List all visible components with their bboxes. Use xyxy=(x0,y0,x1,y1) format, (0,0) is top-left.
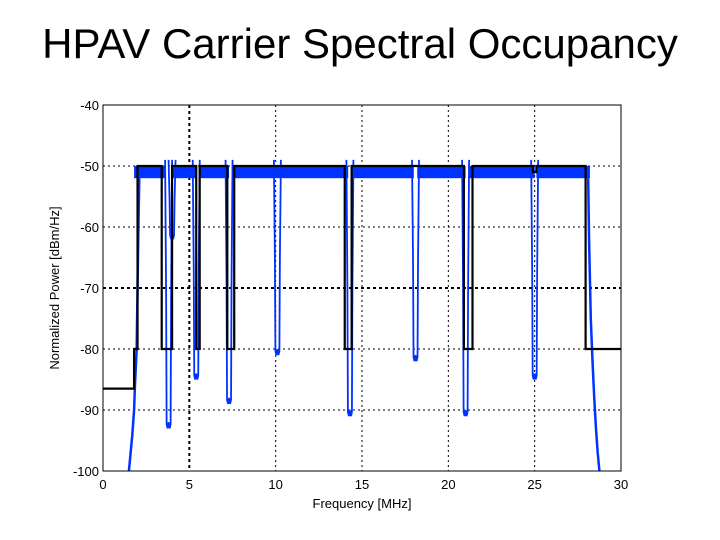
x-tick-label-6: 30 xyxy=(614,477,628,492)
x-tick-label-1: 5 xyxy=(186,477,193,492)
spectrum-band-4 xyxy=(351,166,414,179)
x-tick-label-3: 15 xyxy=(355,477,369,492)
y-tick-label-5: -90 xyxy=(80,403,99,418)
mask-layer xyxy=(103,164,621,390)
x-axis-label: Frequency [MHz] xyxy=(313,496,412,511)
spectrum-notch-2 xyxy=(191,159,201,380)
spectrum-band-2 xyxy=(199,166,230,179)
y-tick-label-4: -80 xyxy=(80,342,99,357)
spectrum-notch-0 xyxy=(164,159,174,429)
y-tick-label-1: -50 xyxy=(80,159,99,174)
y-axis-label: Normalized Power [dBm/Hz] xyxy=(47,206,62,369)
spectrum-layer xyxy=(127,159,601,472)
x-tick-label-0: 0 xyxy=(99,477,106,492)
spectrum-band-0 xyxy=(134,166,166,179)
spectrum-band-7 xyxy=(536,166,590,179)
grid-layer xyxy=(103,105,621,471)
slide-title: HPAV Carrier Spectral Occupancy xyxy=(42,20,678,67)
spectrum-falling-tail xyxy=(586,178,601,472)
spectrum-notch-8 xyxy=(530,159,540,380)
y-tick-label-0: -40 xyxy=(80,98,99,113)
y-tick-label-6: -100 xyxy=(73,464,99,479)
spectrum-notch-4 xyxy=(272,159,282,356)
spectrum-notch-6 xyxy=(411,159,420,362)
x-tick-label-2: 10 xyxy=(268,477,282,492)
spectral-mask-line xyxy=(103,164,621,390)
x-tick-label-5: 25 xyxy=(527,477,541,492)
spectrum-band-1 xyxy=(172,166,197,179)
spectrum-band-5 xyxy=(417,166,466,179)
y-tick-label-2: -60 xyxy=(80,220,99,235)
spectrum-band-6 xyxy=(469,166,535,179)
y-tick-label-3: -70 xyxy=(80,281,99,296)
x-tick-label-4: 20 xyxy=(441,477,455,492)
spectrum-band-3 xyxy=(232,166,349,179)
plot-frame xyxy=(102,104,622,472)
tick-layer: 0 5 10 15 20 25 30 -40 -50 -60 -70 -80 -90 -100 xyxy=(73,98,628,492)
